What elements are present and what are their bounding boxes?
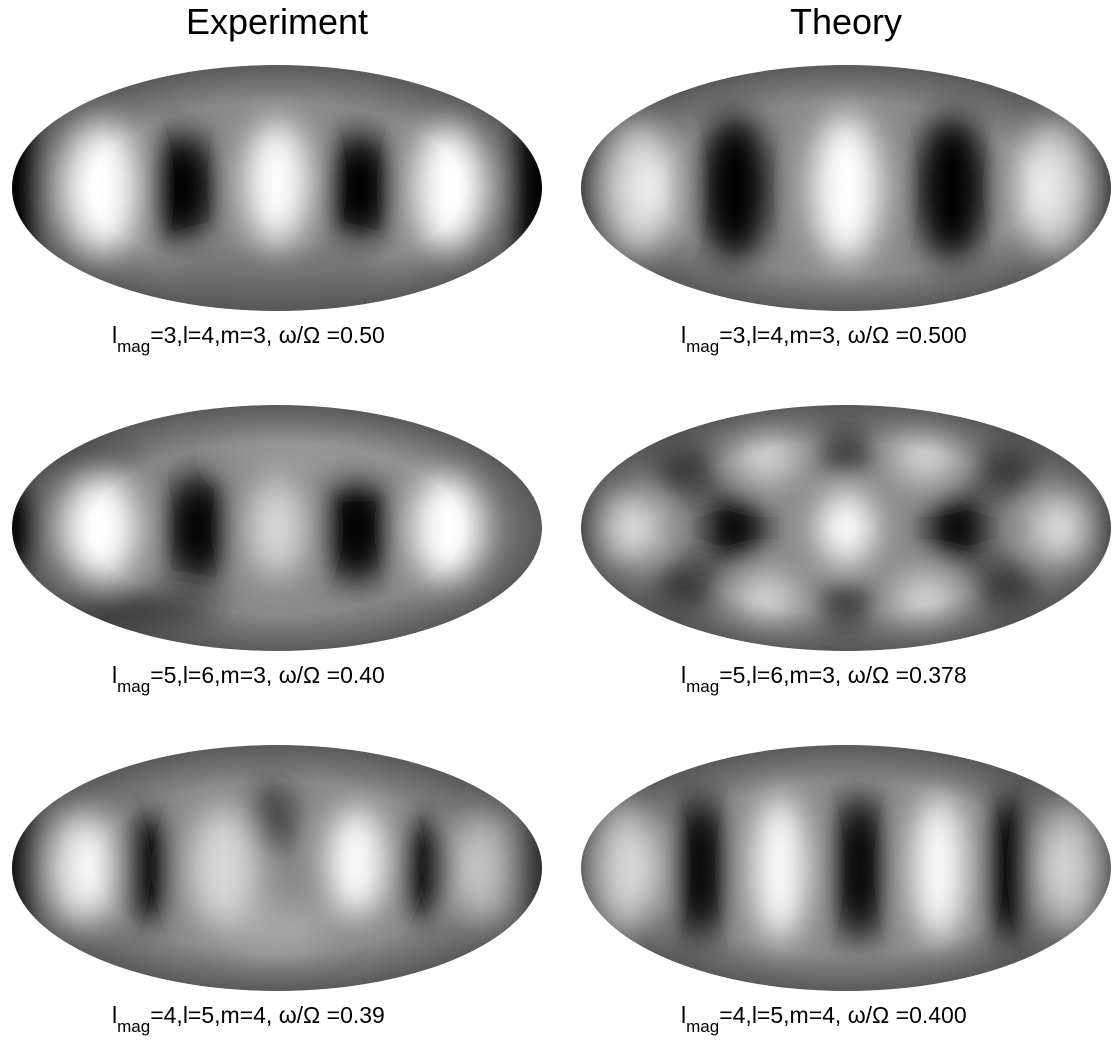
- map-panel: [12, 745, 542, 991]
- label-symbol: l: [112, 322, 117, 348]
- panel-label: lmag=3,l=4,m=3, ω/Ω =0.50: [112, 322, 385, 356]
- map-rim: [581, 745, 1111, 991]
- label-text: =3,l=4,m=3, ω/Ω =0.500: [719, 322, 966, 348]
- label-text: =5,l=6,m=3, ω/Ω =0.378: [719, 662, 966, 688]
- label-symbol: l: [112, 1002, 117, 1028]
- map-rim: [12, 405, 542, 651]
- label-symbol: l: [681, 322, 686, 348]
- column-title: Experiment: [186, 1, 368, 42]
- label-text: =4,l=5,m=4, ω/Ω =0.400: [719, 1002, 966, 1028]
- label-symbol: l: [681, 662, 686, 688]
- map-panel: [12, 405, 542, 651]
- label-symbol: l: [112, 662, 117, 688]
- map-panel: [581, 745, 1111, 991]
- label-text: =3,l=4,m=3, ω/Ω =0.50: [150, 322, 385, 348]
- label-text: =5,l=6,m=3, ω/Ω =0.40: [150, 662, 385, 688]
- map-panel: [581, 405, 1111, 651]
- map-rim: [12, 65, 542, 311]
- label-subscript: mag: [117, 1017, 150, 1036]
- panel-label: lmag=4,l=5,m=4, ω/Ω =0.39: [112, 1002, 385, 1036]
- map-panel: [12, 65, 542, 311]
- label-subscript: mag: [686, 677, 719, 696]
- panel-label: lmag=3,l=4,m=3, ω/Ω =0.500: [681, 322, 967, 356]
- map-panel: [581, 65, 1111, 311]
- map-rim: [581, 65, 1111, 311]
- panel-label: lmag=5,l=6,m=3, ω/Ω =0.378: [681, 662, 967, 696]
- map-rim: [12, 745, 542, 991]
- label-subscript: mag: [686, 1017, 719, 1036]
- panel-label: lmag=5,l=6,m=3, ω/Ω =0.40: [112, 662, 385, 696]
- label-subscript: mag: [117, 337, 150, 356]
- label-text: =4,l=5,m=4, ω/Ω =0.39: [150, 1002, 385, 1028]
- label-subscript: mag: [117, 677, 150, 696]
- map-rim: [581, 405, 1111, 651]
- column-title: Theory: [790, 1, 902, 42]
- label-subscript: mag: [686, 337, 719, 356]
- label-symbol: l: [681, 1002, 686, 1028]
- panel-label: lmag=4,l=5,m=4, ω/Ω =0.400: [681, 1002, 967, 1036]
